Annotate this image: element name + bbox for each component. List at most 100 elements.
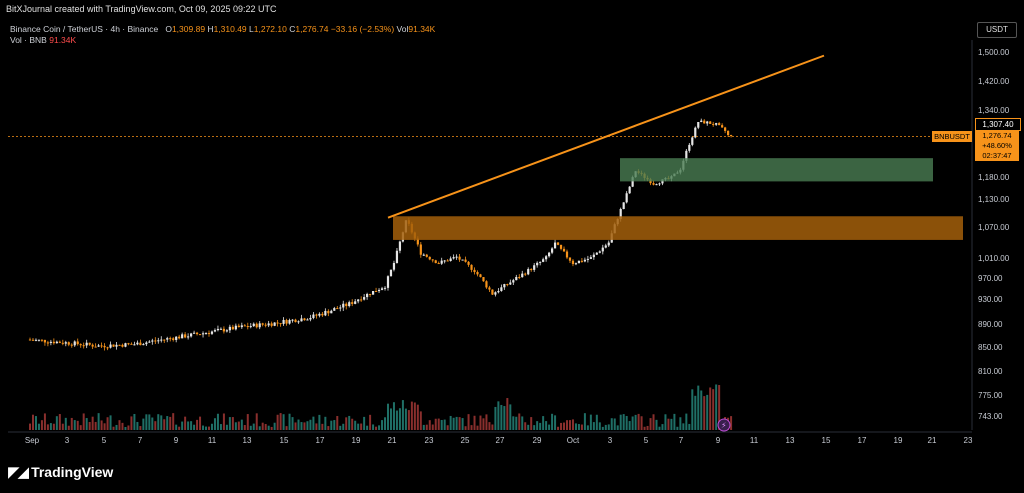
candle-body — [533, 265, 536, 270]
candle-body — [437, 263, 440, 265]
currency-button[interactable]: USDT — [977, 22, 1017, 38]
candle-body — [70, 344, 73, 346]
candle-body — [568, 257, 572, 261]
volume-bar — [234, 422, 237, 430]
volume-bar — [160, 415, 163, 430]
volume-bar — [55, 416, 58, 430]
volume-bar — [530, 417, 533, 430]
volume-bar — [706, 394, 709, 430]
candle-body — [467, 261, 470, 265]
volume-bar — [139, 426, 142, 430]
candle-body — [607, 242, 610, 246]
price-axis: 1,500.00 1,420.00 1,340.00 1,180.00 1,130.00… — [971, 40, 1010, 430]
candle-body — [312, 314, 315, 318]
candle-body — [366, 293, 369, 298]
candle-body — [133, 344, 136, 346]
time-tick-label: 9 — [716, 436, 721, 445]
close-label: C — [289, 24, 296, 34]
volume-bar — [387, 403, 389, 430]
symbol-legend[interactable]: Binance Coin / TetherUS · 4h · Binance O… — [10, 24, 435, 34]
time-tick-label: 23 — [964, 436, 973, 445]
volume-bar — [94, 421, 97, 430]
candle-body — [369, 293, 372, 295]
volume-bar — [545, 421, 548, 430]
volume-bar — [619, 414, 622, 430]
time-tick-label: 11 — [208, 436, 217, 445]
candle-body — [536, 262, 539, 266]
volume-bar — [103, 423, 106, 430]
change-percent: +48.60% — [982, 141, 1012, 150]
volume-bar — [64, 417, 67, 430]
candle-body — [357, 299, 360, 302]
volume-legend[interactable]: Vol · BNB 91.34K — [10, 35, 76, 45]
candle-body — [371, 291, 375, 295]
volume-bar — [515, 416, 518, 430]
volume-bar — [664, 414, 667, 430]
volume-bar — [643, 426, 646, 430]
volume-bar — [715, 384, 718, 430]
price-tick-label: 1,340.00 — [978, 106, 1010, 115]
candle-body — [273, 322, 276, 326]
candle-body — [49, 341, 52, 343]
candle-body — [521, 273, 524, 278]
volume-bar — [646, 425, 649, 430]
time-axis: Sep 3 5 7 9 11 13 15 17 19 21 23 25 27 29 Oct 3 5 7 9 11 13 15… — [8, 431, 973, 445]
candle-body — [279, 323, 282, 325]
volume-bar — [595, 414, 598, 430]
time-tick-label: 3 — [65, 436, 70, 445]
candle-body — [631, 177, 634, 187]
tradingview-logo[interactable]: ◤◢ TradingView — [8, 462, 113, 482]
price-tick-label: 1,500.00 — [978, 48, 1010, 57]
candle-body — [497, 291, 500, 293]
volume-bar — [375, 426, 378, 430]
candle-body — [485, 281, 488, 288]
open-label: O — [165, 24, 172, 34]
volume-bar — [285, 426, 288, 430]
price-tick-label: 1,010.00 — [978, 254, 1010, 263]
candle-body — [46, 342, 49, 344]
volume-bar — [586, 425, 589, 430]
volume-bar — [467, 414, 470, 430]
lightning-glyph: ⚡ — [721, 421, 727, 430]
candle-body — [79, 344, 82, 346]
candle-body — [34, 339, 38, 341]
candle-body — [425, 254, 428, 257]
candle-body — [130, 343, 133, 345]
volume-bar — [324, 416, 327, 430]
price-tick-label: 1,420.00 — [978, 77, 1010, 86]
candle-body — [219, 328, 223, 330]
volume-bar — [100, 420, 103, 430]
candle-body — [688, 144, 691, 151]
candle-body — [336, 308, 339, 310]
volume-bar — [655, 419, 658, 430]
candle-body — [655, 184, 658, 186]
candle-body — [255, 323, 258, 328]
candle-body — [598, 251, 601, 253]
candle-body — [249, 326, 252, 328]
candle-body — [258, 323, 261, 328]
volume-bar — [518, 413, 521, 430]
volume-bar — [178, 426, 181, 430]
candle-body — [455, 256, 458, 258]
volume-bar — [497, 401, 500, 430]
volume-bar — [258, 426, 261, 430]
volume-bar — [52, 423, 55, 430]
volume-bar — [199, 416, 202, 430]
volume-bar — [464, 426, 467, 430]
volume-bar — [61, 423, 64, 430]
volume-bar — [500, 404, 503, 430]
candle-body — [443, 260, 446, 262]
volume-bar — [568, 420, 571, 430]
volume-bar — [473, 415, 476, 430]
candle-body — [190, 333, 193, 337]
volume-bar — [607, 424, 610, 430]
volume-bar — [416, 404, 419, 430]
volume-bar — [327, 426, 330, 430]
candle-body — [727, 130, 730, 136]
volume-bar — [148, 414, 151, 430]
volume-bar — [279, 413, 282, 430]
candle-body — [601, 247, 604, 252]
candle-body — [37, 339, 41, 341]
candle-body — [121, 344, 124, 347]
